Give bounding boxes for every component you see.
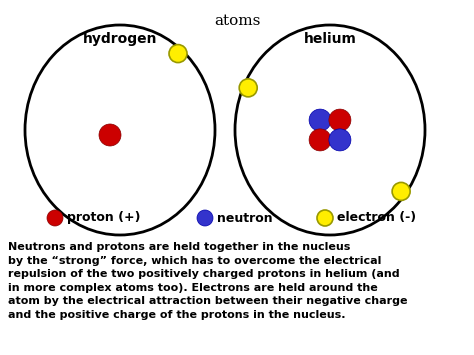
Circle shape bbox=[329, 109, 351, 131]
Text: helium: helium bbox=[303, 32, 356, 46]
Text: atoms: atoms bbox=[214, 14, 260, 28]
Circle shape bbox=[392, 182, 410, 201]
Circle shape bbox=[197, 210, 213, 226]
Circle shape bbox=[317, 210, 333, 226]
Circle shape bbox=[99, 124, 121, 146]
Circle shape bbox=[169, 45, 187, 62]
Text: Neutrons and protons are held together in the nucleus
by the “strong” force, whi: Neutrons and protons are held together i… bbox=[8, 242, 408, 320]
Circle shape bbox=[309, 129, 331, 151]
Text: electron (-): electron (-) bbox=[337, 212, 416, 224]
Text: proton (+): proton (+) bbox=[67, 212, 140, 224]
Circle shape bbox=[309, 109, 331, 131]
Circle shape bbox=[47, 210, 63, 226]
Text: hydrogen: hydrogen bbox=[83, 32, 157, 46]
Circle shape bbox=[239, 79, 257, 97]
Circle shape bbox=[329, 129, 351, 151]
Text: neutron: neutron bbox=[217, 212, 273, 224]
